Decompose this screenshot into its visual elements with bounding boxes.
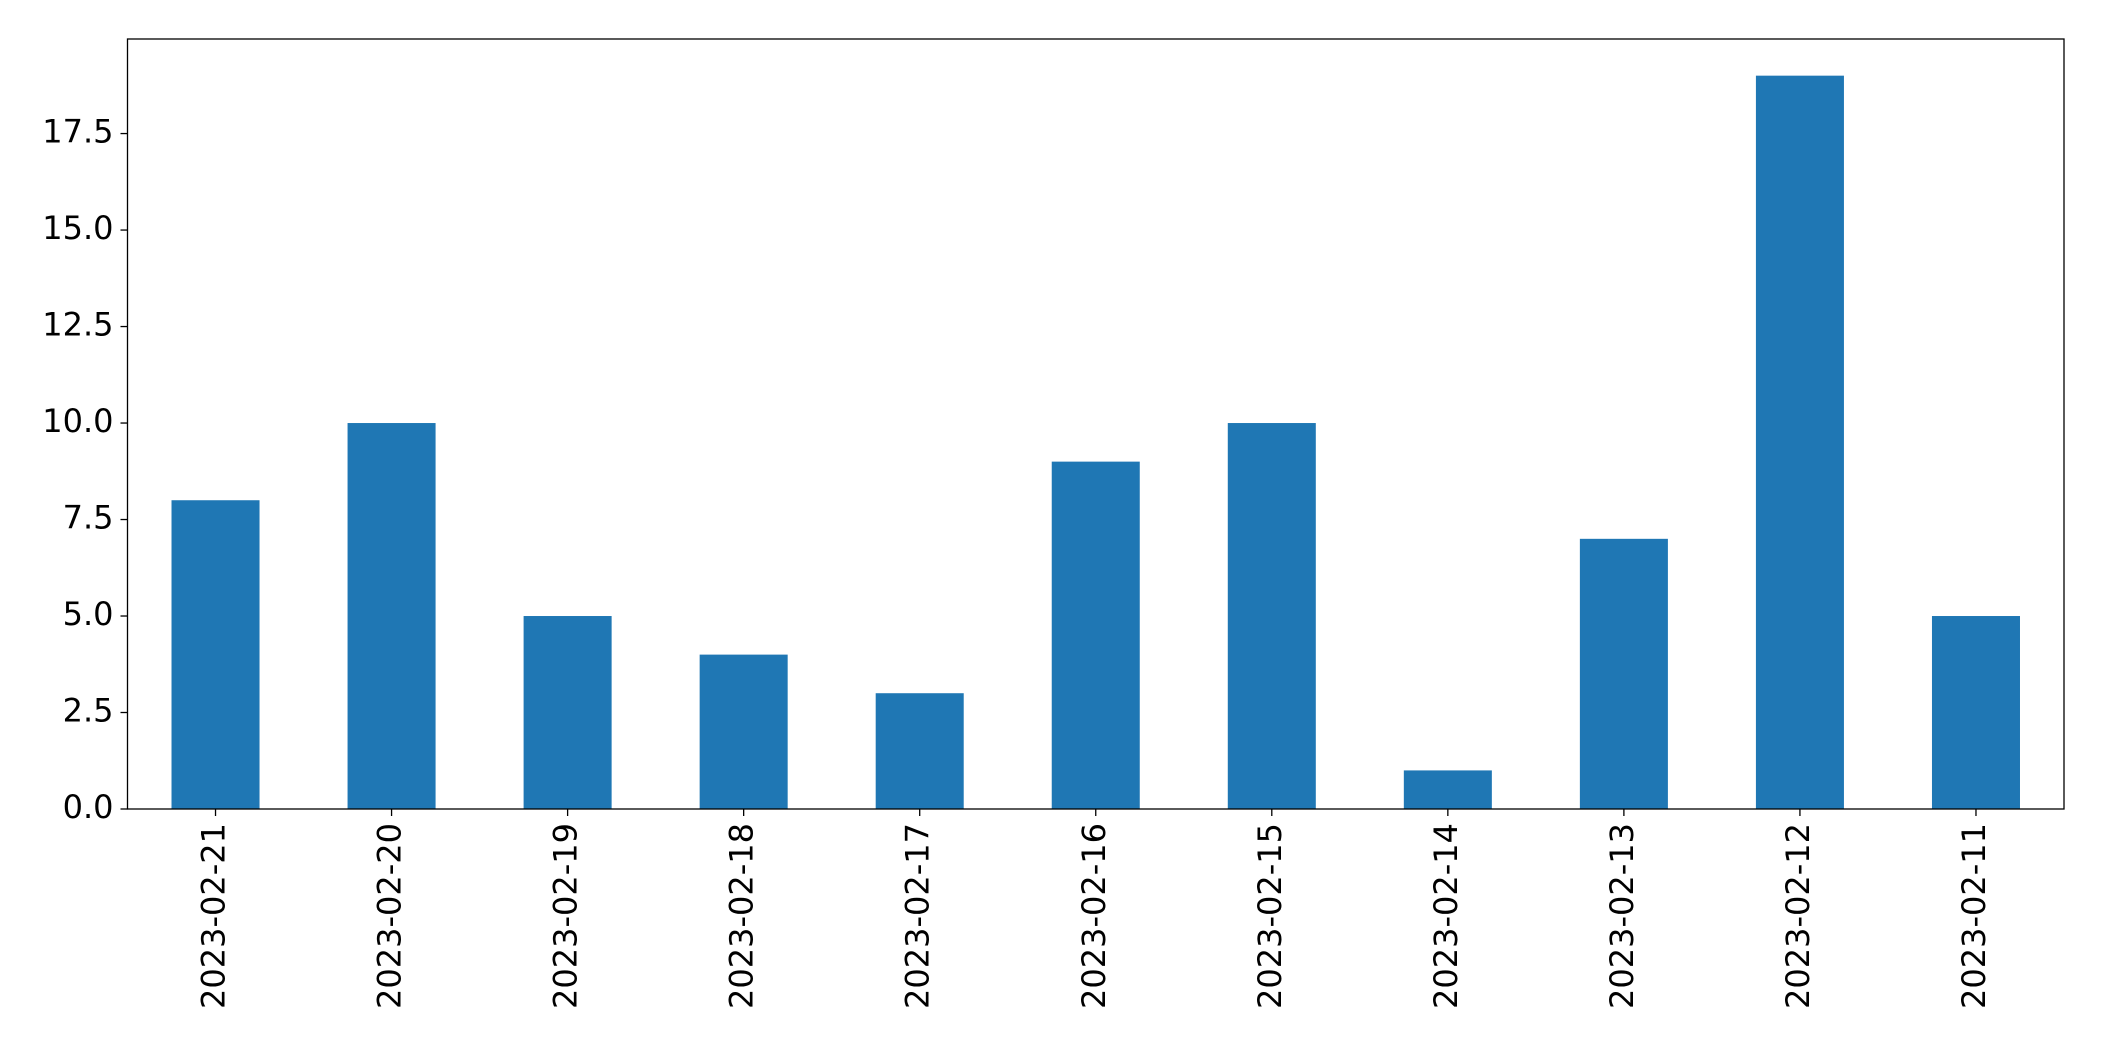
y-tick-label: 10.0: [42, 402, 113, 440]
x-tick-label: 2023-02-14: [1427, 823, 1465, 1009]
y-tick-label: 0.0: [63, 788, 114, 826]
x-tick-label: 2023-02-20: [371, 823, 409, 1009]
bar: [875, 693, 964, 809]
x-tick-label: 2023-02-21: [195, 823, 233, 1009]
x-tick-label: 2023-02-17: [899, 823, 937, 1009]
x-tick-label: 2023-02-13: [1603, 823, 1641, 1009]
y-tick-label: 12.5: [42, 306, 113, 344]
y-tick-label: 2.5: [63, 692, 114, 730]
bar: [171, 500, 260, 809]
x-tick-label: 2023-02-12: [1779, 823, 1817, 1009]
bar: [1403, 770, 1492, 809]
bar: [1931, 616, 2020, 809]
bar: [523, 616, 612, 809]
bar: [1227, 423, 1316, 809]
x-tick-label: 2023-02-15: [1251, 823, 1289, 1009]
bar: [1579, 538, 1668, 809]
y-tick-label: 5.0: [63, 595, 114, 633]
x-tick-label: 2023-02-11: [1955, 823, 1993, 1009]
x-tick-label: 2023-02-18: [723, 823, 761, 1009]
bar: [1755, 75, 1844, 809]
y-tick-label: 15.0: [42, 209, 113, 247]
bar: [699, 654, 788, 809]
x-tick-label: 2023-02-16: [1075, 823, 1113, 1009]
y-tick-label: 17.5: [42, 113, 113, 151]
y-tick-label: 7.5: [63, 499, 114, 537]
bar: [347, 423, 436, 809]
x-tick-label: 2023-02-19: [547, 823, 585, 1009]
plot-frame: [126, 38, 2065, 810]
bar: [1051, 461, 1140, 809]
